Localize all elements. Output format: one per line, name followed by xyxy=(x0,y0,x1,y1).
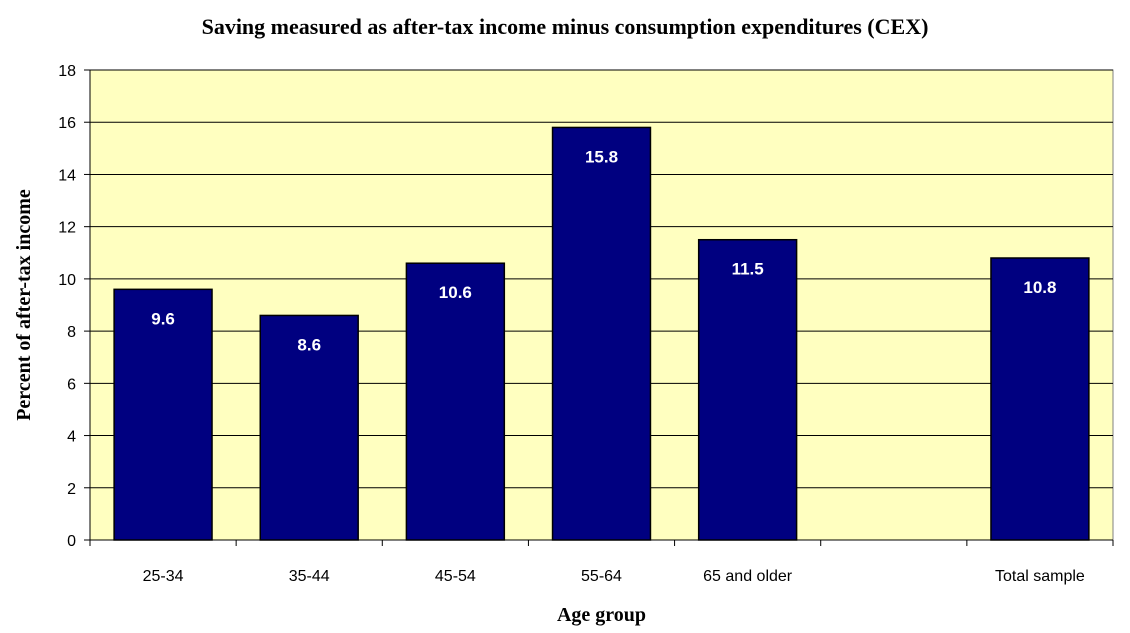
data-label: 10.8 xyxy=(1023,278,1056,297)
x-axis-title: Age group xyxy=(557,604,646,626)
y-tick-label: 18 xyxy=(58,63,76,80)
data-label: 10.6 xyxy=(439,283,472,302)
data-label: 15.8 xyxy=(585,147,618,166)
data-label: 8.6 xyxy=(297,335,321,354)
bar xyxy=(551,126,652,541)
chart-title: Saving measured as after-tax income minu… xyxy=(201,14,929,39)
y-tick-label: 6 xyxy=(67,376,76,393)
y-tick-label: 14 xyxy=(58,167,76,184)
y-tick-label: 4 xyxy=(67,429,76,446)
x-tick-label: 25-34 xyxy=(143,568,184,585)
axes: 0 2 4 6 8 10 12 14 16 18 25-34 35-44 45-54 55-64 65 an… xyxy=(58,63,1114,585)
y-tick-label: 8 xyxy=(67,324,76,341)
x-tick-label: 45-54 xyxy=(435,568,476,585)
bar xyxy=(990,257,1090,541)
y-axis-title: Percent of after-tax income xyxy=(13,189,35,421)
data-label: 9.6 xyxy=(151,309,175,328)
bar xyxy=(113,288,213,541)
x-tick-label: Total sample xyxy=(995,568,1085,585)
data-label: 11.5 xyxy=(732,260,764,279)
x-tick-label: 55-64 xyxy=(581,568,622,585)
y-tick-label: 0 xyxy=(67,533,76,550)
bars: 9.6 8.6 10.6 15.8 11.5 10.8 xyxy=(113,126,1090,541)
y-tick-label: 16 xyxy=(58,115,76,132)
y-tick-label: 10 xyxy=(58,272,76,289)
bar xyxy=(405,262,506,541)
x-tick-label: 65 and older xyxy=(703,568,793,585)
y-tick-label: 12 xyxy=(58,220,76,237)
y-tick-label: 2 xyxy=(67,481,76,498)
x-tick-label: 35-44 xyxy=(289,568,330,585)
bar xyxy=(259,314,359,541)
bar xyxy=(697,238,798,541)
